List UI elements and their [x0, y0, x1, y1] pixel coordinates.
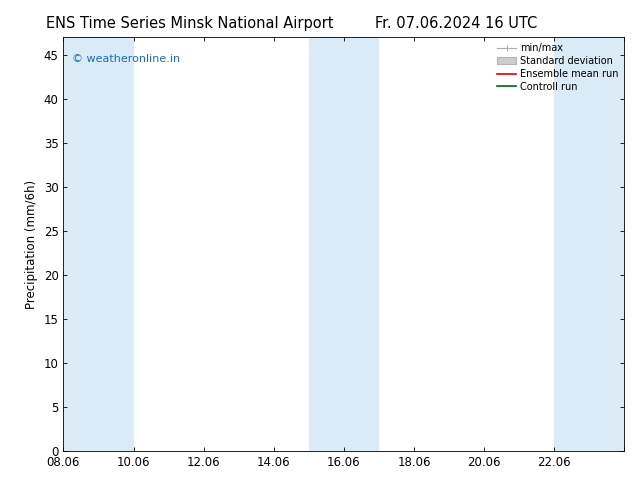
Bar	[63, 37, 134, 451]
Text: ENS Time Series Minsk National Airport: ENS Time Series Minsk National Airport	[46, 16, 334, 31]
Text: © weatheronline.in: © weatheronline.in	[72, 54, 180, 64]
Text: Fr. 07.06.2024 16 UTC: Fr. 07.06.2024 16 UTC	[375, 16, 538, 31]
Legend: min/max, Standard deviation, Ensemble mean run, Controll run: min/max, Standard deviation, Ensemble me…	[493, 39, 623, 96]
Bar	[309, 37, 379, 451]
Bar	[554, 37, 624, 451]
Y-axis label: Precipitation (mm/6h): Precipitation (mm/6h)	[25, 179, 38, 309]
